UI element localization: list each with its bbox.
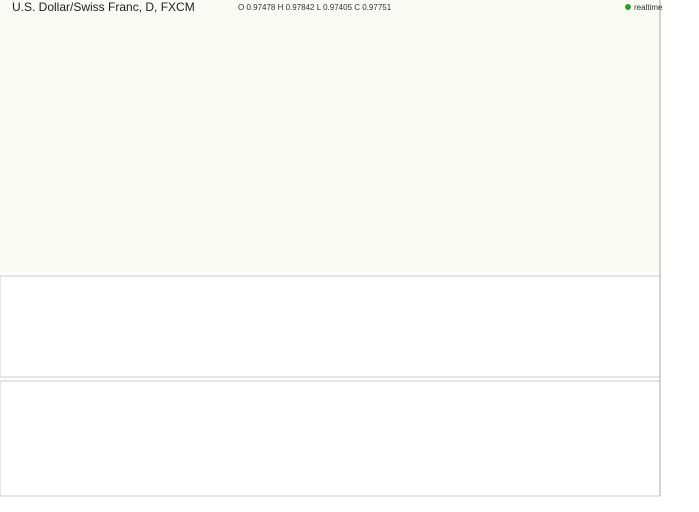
status: realtime [634,3,663,12]
cci-panel [0,380,661,497]
chart-title: U.S. Dollar/Swiss Franc, D, FXCM [12,0,195,14]
status-dot [625,4,631,10]
ohlc-label: O 0.97478 H 0.97842 L 0.97405 C 0.97751 [238,3,392,12]
rsi-panel [0,275,661,378]
price-panel [0,0,660,272]
